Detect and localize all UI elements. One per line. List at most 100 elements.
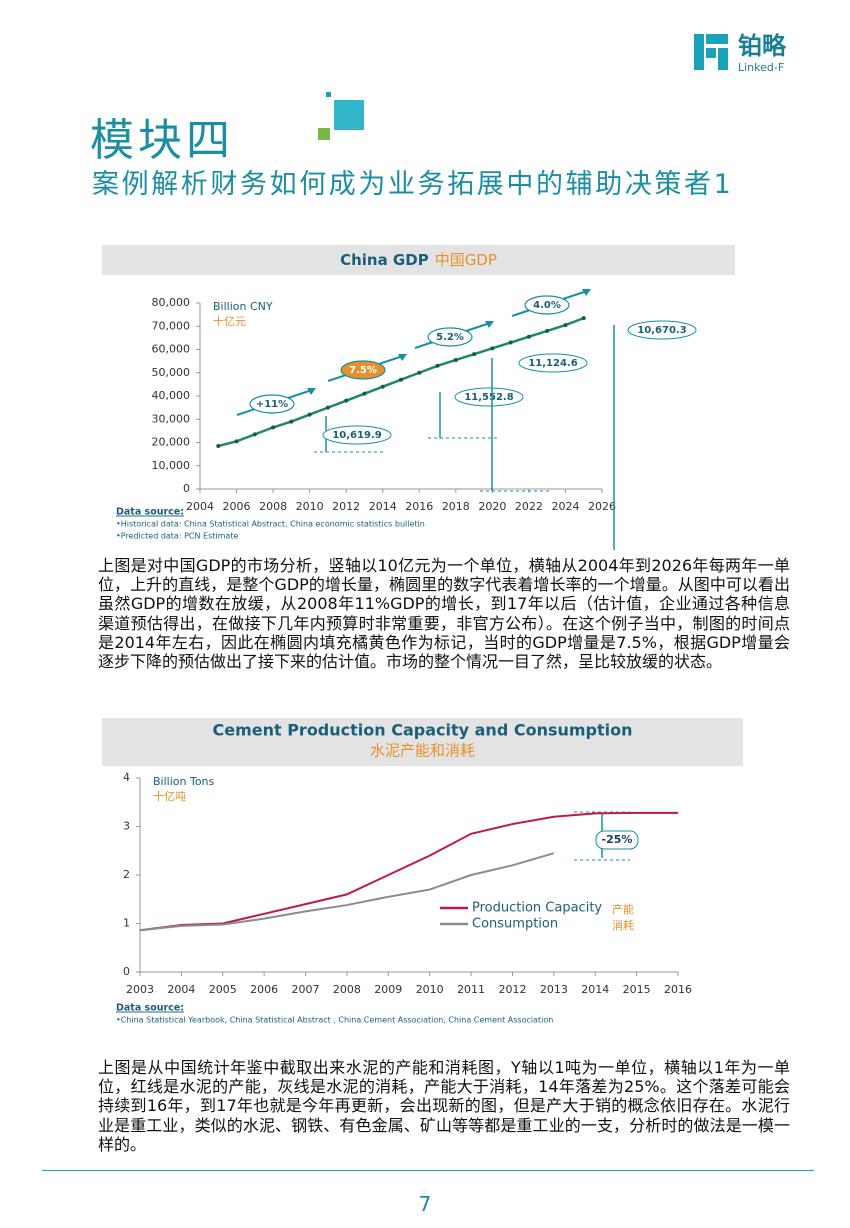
- y-tick-label: 4: [123, 771, 130, 784]
- source: •China Statistical Yearbook, China Stati…: [116, 1016, 553, 1025]
- chart-title: Cement Production Capacity and Consumpti…: [212, 721, 632, 740]
- point: [325, 405, 330, 410]
- x-tick-label: 2013: [540, 983, 568, 996]
- y-tick-label: 0: [183, 482, 190, 495]
- subtitle: 案例解析财务如何成为业务拓展中的辅助决策者1: [92, 169, 734, 200]
- source-title: Data source:: [116, 1003, 184, 1014]
- page-number: 7: [418, 1192, 432, 1216]
- x-tick-label: 2008: [259, 500, 287, 513]
- legend-label-cn: 消耗: [612, 918, 634, 932]
- point: [216, 443, 221, 448]
- point: [252, 432, 257, 437]
- point: [380, 384, 385, 389]
- x-tick-label: 2010: [416, 983, 444, 996]
- y-tick-label: 80,000: [152, 296, 191, 309]
- x-tick-label: 2012: [332, 500, 360, 513]
- point: [399, 377, 403, 382]
- point: [307, 412, 312, 417]
- decor: [318, 92, 364, 140]
- y-tick-label: 30,000: [152, 412, 191, 425]
- point: [271, 425, 276, 430]
- x-tick-label: 2011: [457, 983, 485, 996]
- y-tick-label: 40,000: [152, 389, 191, 402]
- x-tick-label: 2026: [588, 500, 616, 513]
- x-tick-label: 2004: [186, 500, 214, 513]
- footer-rule: [42, 1170, 814, 1171]
- logo: 铂略 Linked-F: [694, 32, 787, 74]
- growth-label: 4.0%: [533, 300, 561, 311]
- y-tick-label: 20,000: [152, 436, 191, 449]
- point: [545, 328, 550, 333]
- increment-label: 11,124.6: [528, 358, 577, 369]
- x-tick-label: 2024: [551, 500, 579, 513]
- x-tick-label: 2016: [405, 500, 433, 513]
- arrow-head: [307, 388, 316, 395]
- x-tick-label: 2022: [515, 500, 543, 513]
- title-bar: [102, 245, 735, 275]
- point: [417, 370, 422, 375]
- title-bar: [102, 718, 743, 766]
- gdp-chart: China GDP 中国GDP 0 10,000 20,000 30,000 40,000 5…: [102, 245, 735, 550]
- increment-box: [627, 320, 697, 340]
- series-line: [139, 852, 555, 932]
- unit-label-cn: 十亿吨: [153, 789, 186, 803]
- x-tick-label: 2018: [442, 500, 470, 513]
- x-tick-label: 2008: [333, 983, 361, 996]
- point: [508, 340, 513, 345]
- logo-name: 铂略: [738, 32, 787, 60]
- arrow-head: [485, 321, 494, 328]
- increment-box: [322, 425, 392, 445]
- logo-sub: Linked-F: [738, 61, 784, 74]
- legend-label: Production Capacity: [472, 901, 602, 916]
- unit-label: Billion Tons: [153, 775, 215, 788]
- unit-label: Billion CNY: [213, 300, 273, 313]
- x-tick-label: 2014: [581, 983, 609, 996]
- y-tick-label: 3: [123, 820, 130, 833]
- legend-label: Consumption: [472, 917, 558, 932]
- source-title: Data source:: [116, 507, 184, 518]
- y-tick-label: 70,000: [152, 319, 191, 332]
- increment-box: [454, 387, 524, 407]
- growth-ellipse: [249, 394, 295, 414]
- arrow-head: [582, 289, 591, 296]
- point: [234, 439, 239, 444]
- y-tick-label: 2: [123, 868, 130, 881]
- growth-ellipse: [427, 327, 473, 347]
- y-tick-label: 60,000: [152, 343, 191, 356]
- growth-label: 5.2%: [436, 332, 464, 343]
- growth-label: +11%: [256, 399, 288, 410]
- x-tick-label: 2020: [478, 500, 506, 513]
- title-en: China GDP: [340, 251, 429, 269]
- x-tick-label: 2015: [623, 983, 651, 996]
- growth-label: 7.5%: [349, 365, 377, 376]
- source: •Historical data: China Statistical Abst…: [116, 520, 425, 529]
- arrow-head: [398, 354, 407, 361]
- point: [526, 334, 531, 339]
- x-tick-label: 2003: [126, 983, 154, 996]
- y-tick-label: 1: [123, 917, 130, 930]
- x-tick-label: 2005: [209, 983, 237, 996]
- chart-title-cn: 水泥产能和消耗: [370, 742, 475, 760]
- title-cn: 中国GDP: [435, 251, 497, 269]
- x-tick-label: 2012: [498, 983, 526, 996]
- paragraph: 上图是对中国GDP的市场分析，竖轴以10亿元为一个单位，横轴从2004年到202…: [98, 556, 790, 672]
- point: [344, 398, 349, 403]
- growth-ellipse: [340, 360, 386, 380]
- source: •Predicted data: PCN Estimate: [116, 532, 238, 541]
- x-tick-label: 2004: [167, 983, 195, 996]
- increment-label: 10,670.3: [637, 325, 686, 336]
- chart-title: China GDP 中国GDP: [340, 251, 497, 269]
- series-line: [139, 811, 678, 932]
- title: 模块四: [90, 115, 234, 166]
- unit-label-cn: 十亿元: [213, 314, 246, 328]
- y-tick-label: 10,000: [152, 459, 191, 472]
- y-tick-label: 50,000: [152, 366, 191, 379]
- point: [581, 316, 586, 321]
- y-tick-label: 0: [123, 965, 130, 978]
- point: [563, 323, 568, 328]
- point: [289, 419, 294, 424]
- legend-label-cn: 产能: [612, 902, 634, 916]
- point: [453, 357, 458, 362]
- paragraph: 上图是从中国统计年鉴中截取出来水泥的产能和消耗图，Y轴以1吨为一单位，横轴以1年…: [98, 1058, 790, 1154]
